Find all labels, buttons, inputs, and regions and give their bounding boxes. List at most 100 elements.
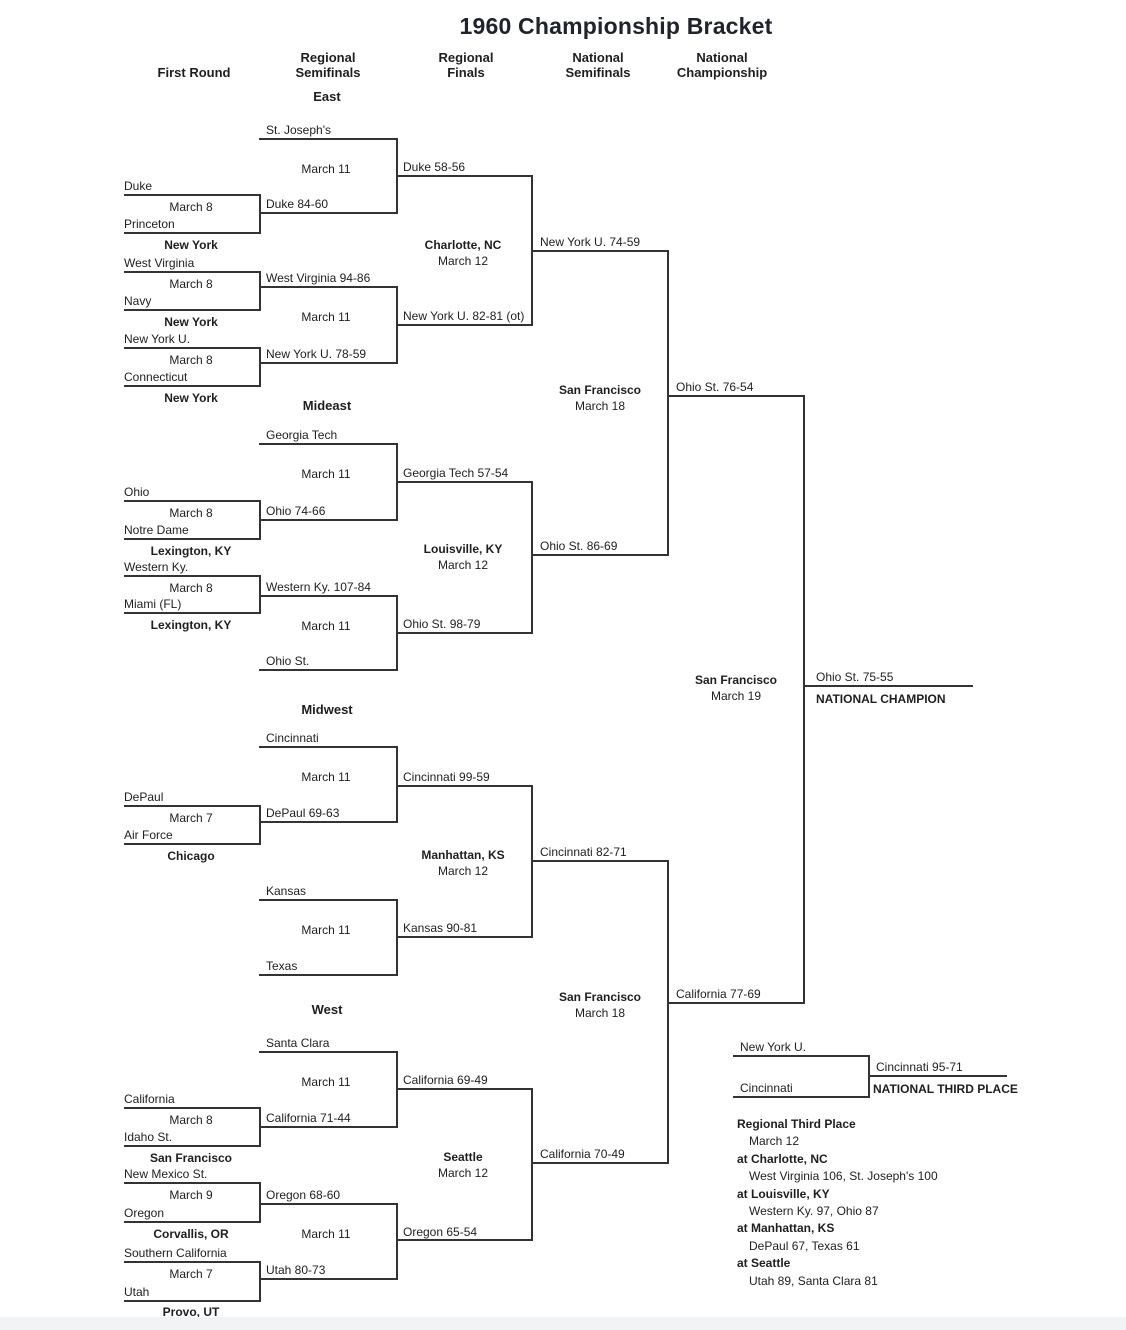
team-label: West Virginia [124,256,195,270]
advancing-label: Cincinnati 82-71 [540,845,627,859]
connector-line-v [396,899,398,976]
column-header-national-semifinals: National Semifinals [565,50,631,80]
team-label: Miami (FL) [124,597,182,611]
advancing-label: California 70-49 [540,1147,625,1161]
venue-date-label: March 12 [437,558,489,572]
venue-date-label: March 19 [710,689,762,703]
venue-city-label: San Francisco [558,990,642,1004]
team-label: Western Ky. [124,560,189,574]
advancing-label: Ohio 74-66 [266,504,326,518]
connector-line-h [733,1096,869,1098]
game-date-label: March 8 [169,200,213,214]
connector-line-h [667,395,804,397]
venue-date-label: March 12 [437,864,489,878]
team-label: California [124,1092,175,1106]
column-header-first-round: First Round [157,65,231,80]
team-label: New York U. [124,332,191,346]
connector-line-h [531,250,668,252]
advancing-label: California 71-44 [266,1111,351,1125]
connector-line-h [124,271,260,273]
game-date-label: March 8 [169,277,213,291]
game-date-label: March 11 [301,310,351,324]
advancing-label: Ohio St. 98-79 [403,617,481,631]
connector-line-v [531,1088,533,1241]
connector-line-h [259,212,397,214]
game-date-label: March 11 [301,1075,351,1089]
connector-line-h [531,860,668,862]
advancing-label: Cincinnati 95-71 [876,1060,963,1074]
connector-line-v [667,860,669,1164]
seed-team-label: Georgia Tech [266,428,338,442]
connector-line-h [124,843,260,845]
team-label: Navy [124,294,152,308]
seed-team-label: Texas [266,959,298,973]
connector-line-h [124,1182,260,1184]
team-label: Princeton [124,217,175,231]
game-date-label: March 8 [169,353,213,367]
advancing-label: Georgia Tech 57-54 [403,466,509,480]
connector-line-h [124,1107,260,1109]
connector-line-v [531,175,533,326]
connector-line-h [259,519,397,521]
connector-line-h [259,1203,397,1205]
connector-line-v [259,271,261,311]
connector-line-h [124,194,260,196]
connector-line-h [259,362,397,364]
connector-line-v [259,1107,261,1147]
connector-line-v [259,1261,261,1302]
seed-team-label: Santa Clara [266,1036,330,1050]
region-label-midwest: Midwest [301,702,353,717]
advancing-label: New York U. 74-59 [540,235,641,249]
site-label: Chicago [167,849,215,863]
venue-date-label: March 18 [574,1006,626,1020]
connector-line-h [869,1075,1007,1077]
game-date-label: March 8 [169,506,213,520]
team-label: Southern California [124,1246,227,1260]
venue-city-label: Seattle [443,1150,483,1164]
rtp-site: at Manhattan, KS [737,1221,835,1235]
site-label: Corvallis, OR [153,1227,229,1241]
connector-line-h [124,538,260,540]
venue-city-label: Charlotte, NC [424,238,502,252]
third-place-caption: NATIONAL THIRD PLACE [873,1082,1018,1096]
advancing-label: Utah 80-73 [266,1263,326,1277]
venue-date-label: March 12 [437,254,489,268]
site-label: San Francisco [149,1151,233,1165]
venue-city-label: San Francisco [558,383,642,397]
connector-line-v [396,286,398,364]
advancing-label: California 69-49 [403,1073,488,1087]
rtp-heading: Regional Third Place [737,1117,856,1131]
connector-line-v [259,347,261,387]
connector-line-h [531,554,668,556]
connector-line-h [396,632,532,634]
game-date-label: March 8 [169,1113,213,1127]
connector-line-h [124,805,260,807]
national-champion-caption: NATIONAL CHAMPION [816,692,946,706]
team-label: Air Force [124,828,173,842]
region-label-mideast: Mideast [302,398,352,413]
connector-line-h [124,612,260,614]
advancing-label: New York U. 82-81 (ot) [403,309,525,323]
connector-line-h [259,443,397,445]
rtp-site: at Seattle [737,1256,791,1270]
team-label: Idaho St. [124,1130,173,1144]
connector-line-h [259,821,397,823]
connector-line-v [396,1051,398,1128]
seed-team-label: Kansas [266,884,307,898]
team-label: Oregon [124,1206,165,1220]
connector-line-h [396,936,532,938]
seed-team-label: St. Joseph's [266,123,331,137]
team-label: Connecticut [124,370,188,384]
connector-line-h [124,500,260,502]
game-date-label: March 7 [169,811,213,825]
connector-line-h [259,1051,397,1053]
connector-line-v [531,481,533,634]
seed-team-label: Ohio St. [266,654,310,668]
region-label-west: West [311,1002,343,1017]
team-label: Cincinnati [740,1081,793,1095]
site-label: Lexington, KY [150,544,232,558]
team-label: DePaul [124,790,164,804]
connector-line-v [531,785,533,938]
connector-line-h [259,974,397,976]
